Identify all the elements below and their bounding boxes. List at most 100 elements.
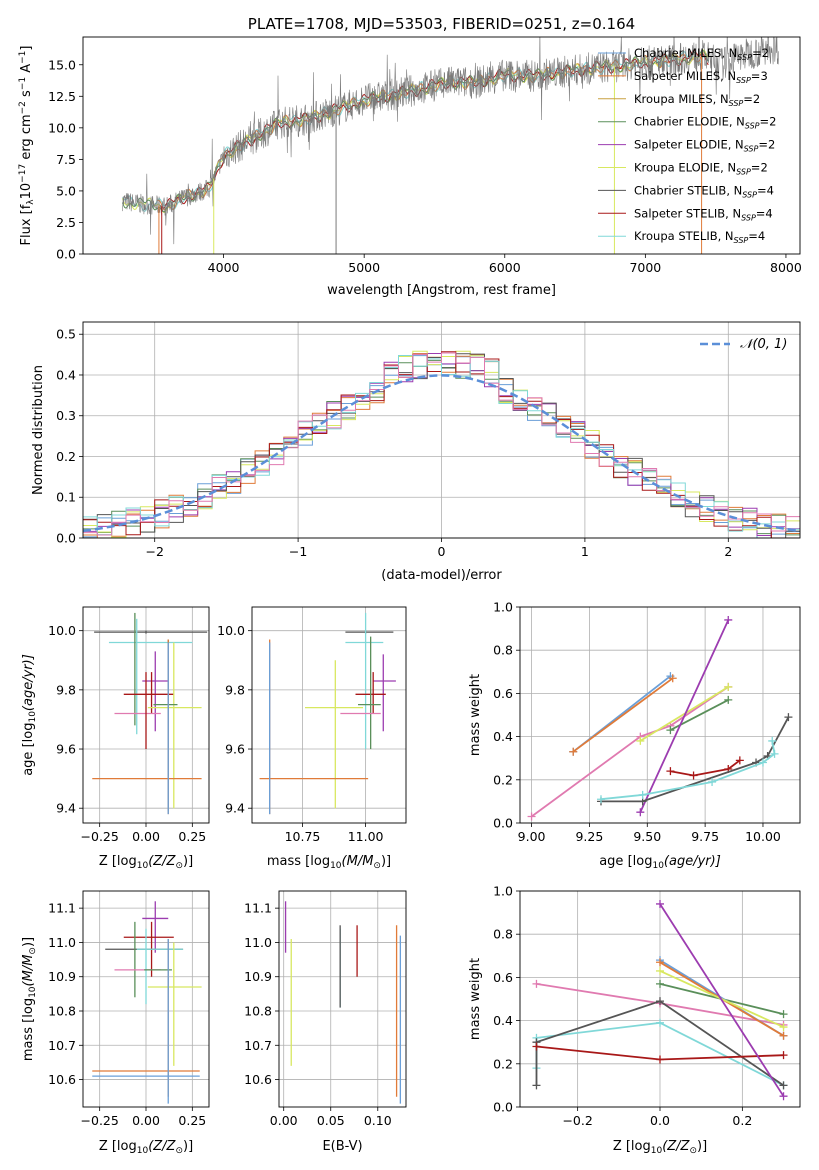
y-tick-label: 1.0 bbox=[493, 884, 513, 899]
x-tick-label: 7000 bbox=[629, 260, 661, 275]
weight-marker bbox=[784, 713, 793, 722]
y-tick-label: 10.6 bbox=[244, 1072, 272, 1087]
weight-line bbox=[639, 686, 729, 742]
plot-area bbox=[121, 37, 779, 254]
legend: Chabrier MILES, NSSP=2 Salpeter MILES, NS… bbox=[598, 46, 776, 245]
y-axis-label: age [log10(age/yr)] bbox=[21, 654, 38, 776]
legend-label: Salpeter STELIB, NSSP=4 bbox=[634, 206, 773, 222]
y-axis-label: mass weight bbox=[468, 958, 483, 1040]
weight-marker bbox=[532, 979, 541, 988]
y-tick-label: 0.6 bbox=[493, 970, 513, 985]
weight-marker bbox=[724, 682, 733, 691]
y-tick-label: 0.4 bbox=[56, 367, 76, 382]
x-tick-label: 6000 bbox=[489, 260, 521, 275]
weight-marker bbox=[779, 1081, 788, 1090]
axes-age-vs-Z: −0.25 0.00 0.25 9.4 9.6 9.8 10.0 Z [log10(Z/Z⊙)… bbox=[21, 606, 210, 871]
weight-marker bbox=[668, 674, 677, 683]
y-tick-label: 0.0 bbox=[493, 816, 513, 831]
y-tick-label: 9.4 bbox=[56, 801, 76, 816]
observed-spectrum-line bbox=[122, 37, 779, 245]
y-tick-label: 9.4 bbox=[225, 801, 245, 816]
weight-marker bbox=[779, 1031, 788, 1040]
histogram-series bbox=[83, 355, 800, 536]
y-tick-label: 10.8 bbox=[48, 1004, 76, 1019]
y-tick-label: 0.1 bbox=[56, 490, 76, 505]
y-tick-label: 0.2 bbox=[56, 449, 76, 464]
y-tick-label: 0.2 bbox=[493, 772, 513, 787]
axes-frame bbox=[519, 606, 801, 824]
data-point bbox=[147, 642, 202, 809]
y-tick-label: 0.2 bbox=[493, 1056, 513, 1071]
weight-marker bbox=[532, 1081, 541, 1090]
legend-label: Chabrier ELODIE, NSSP=2 bbox=[634, 115, 776, 131]
data-point bbox=[92, 939, 200, 1104]
x-axis-label: Z [log10(Z/Z⊙)] bbox=[613, 1139, 707, 1156]
axes-residuals: −2 −1 0 1 2 0.0 0.1 0.2 0.3 0.4 0.5 (data-model)/er… bbox=[31, 321, 801, 583]
y-tick-label: 10.0 bbox=[48, 623, 76, 638]
weight-marker bbox=[656, 979, 664, 988]
weight-marker bbox=[656, 899, 664, 908]
legend-label: Salpeter ELODIE, NSSP=2 bbox=[634, 138, 775, 154]
gaussian-curve bbox=[83, 374, 800, 533]
x-tick-label: 10.00 bbox=[745, 829, 781, 844]
x-tick-label: −0.2 bbox=[562, 1113, 592, 1128]
weight-line bbox=[601, 716, 790, 803]
data-point bbox=[142, 901, 169, 953]
y-tick-label: 9.6 bbox=[225, 742, 245, 757]
x-axis-label: (data-model)/error bbox=[381, 568, 502, 583]
axes-frame bbox=[278, 890, 407, 1108]
data-point bbox=[123, 672, 174, 714]
x-axis-label: mass [log10(M/M⊙)] bbox=[267, 854, 391, 871]
x-tick-label: −1 bbox=[289, 544, 307, 559]
y-axis-label: Normed distribution bbox=[31, 365, 46, 495]
weight-marker bbox=[656, 1018, 664, 1027]
weight-marker bbox=[666, 726, 675, 735]
weight-marker bbox=[724, 615, 733, 624]
weight-marker bbox=[532, 1042, 541, 1051]
weight-marker bbox=[656, 966, 664, 975]
x-tick-label: 9.25 bbox=[575, 829, 603, 844]
axes-weight-vs-Z: −0.2 0.0 0.2 0.0 0.2 0.4 0.6 0.8 1.0 Z [log10(Z/Z… bbox=[468, 884, 801, 1156]
weight-marker bbox=[656, 997, 664, 1006]
weight-marker bbox=[779, 1010, 788, 1019]
axes-frame bbox=[82, 890, 210, 1108]
plot-area bbox=[92, 901, 202, 1104]
weight-marker bbox=[735, 756, 744, 765]
y-tick-label: 0.8 bbox=[493, 927, 513, 942]
y-tick-label: 0.4 bbox=[493, 729, 513, 744]
x-tick-label: −0.25 bbox=[81, 1113, 119, 1128]
weight-marker bbox=[779, 1092, 788, 1101]
y-tick-label: 5.0 bbox=[56, 183, 76, 198]
weight-line bbox=[600, 740, 776, 801]
y-tick-label: 10.9 bbox=[244, 969, 272, 984]
weight-marker bbox=[636, 808, 645, 817]
y-tick-label: 0.5 bbox=[56, 327, 76, 342]
legend-label: Kroupa ELODIE, NSSP=2 bbox=[634, 161, 768, 177]
x-tick-label: 5000 bbox=[348, 260, 380, 275]
x-axis-label: Z [log10(Z/Z⊙)] bbox=[99, 1139, 193, 1156]
x-tick-label: 4000 bbox=[208, 260, 240, 275]
plot-area bbox=[527, 615, 793, 821]
data-point bbox=[345, 612, 384, 750]
weight-line bbox=[572, 677, 674, 753]
x-tick-label: 0.10 bbox=[364, 1113, 392, 1128]
y-tick-label: 7.5 bbox=[56, 152, 76, 167]
axes-frame bbox=[82, 321, 801, 539]
data-point bbox=[345, 630, 394, 634]
data-point bbox=[147, 942, 202, 1066]
data-point bbox=[145, 672, 147, 750]
data-point bbox=[136, 928, 184, 1005]
y-tick-label: 9.8 bbox=[225, 682, 245, 697]
axes-frame bbox=[519, 890, 801, 1108]
x-tick-label: 0.25 bbox=[178, 1113, 206, 1128]
plot-area bbox=[83, 350, 800, 538]
x-tick-label: 11.00 bbox=[348, 829, 384, 844]
y-tick-label: 10.7 bbox=[48, 1038, 76, 1053]
y-tick-label: 2.5 bbox=[56, 215, 76, 230]
x-tick-label: 0.05 bbox=[317, 1113, 345, 1128]
histogram-series bbox=[83, 352, 800, 536]
y-tick-label: 12.5 bbox=[48, 89, 76, 104]
x-tick-label: 0.00 bbox=[270, 1113, 298, 1128]
y-axis-label: Flux [fλ10−17 erg cm−2 s−1 A−1] bbox=[18, 46, 36, 246]
